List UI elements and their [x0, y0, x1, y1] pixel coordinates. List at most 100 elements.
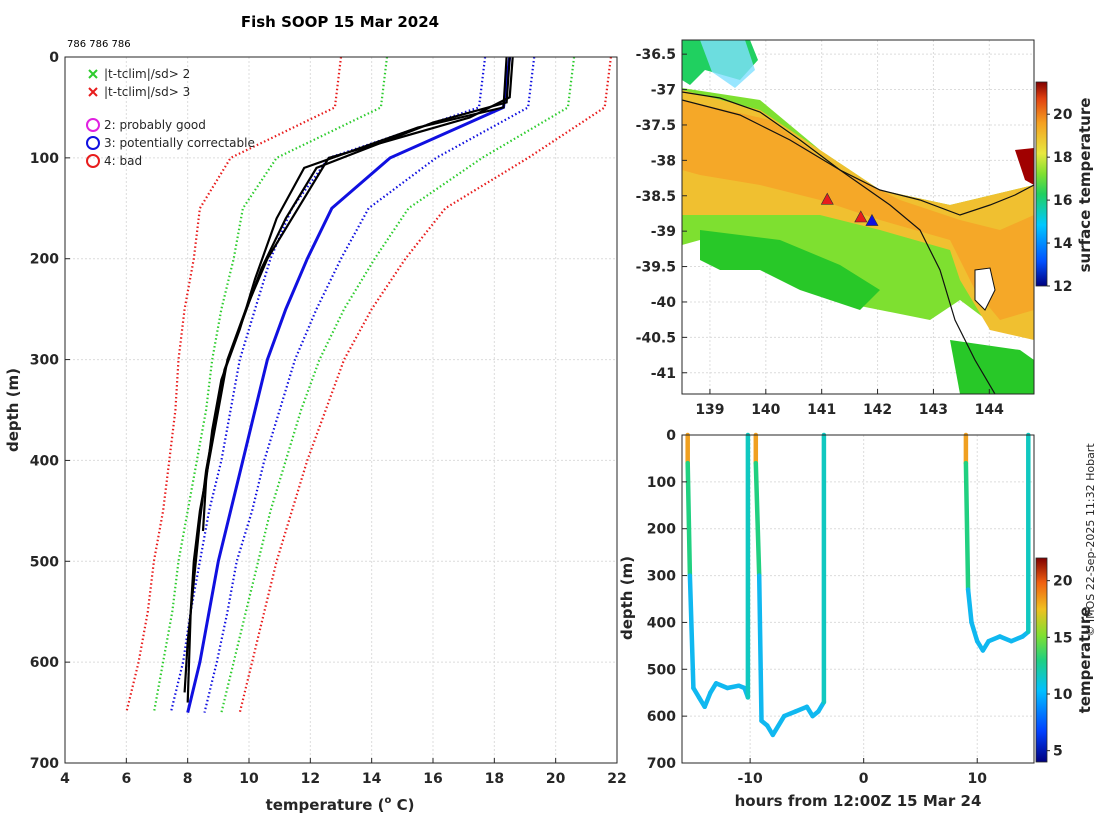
- profile-legend: |t-tclim|/sd> 2 |t-tclim|/sd> 3 2: probabl…: [86, 67, 255, 168]
- map-axes-box: [681, 39, 1035, 395]
- map-colorbar-ticks: 12 14 16 18 20: [1047, 107, 1073, 295]
- climatology-line: [125, 56, 343, 713]
- profile-location-marker: [854, 210, 868, 223]
- depth-time-y-tick-label: 0: [666, 428, 676, 444]
- depth-time-x-tick-label: 0: [859, 771, 869, 787]
- legend-circle-marker: [86, 154, 100, 168]
- header-ids: 786 786 786: [67, 39, 131, 50]
- tow-track-segment: [753, 460, 762, 578]
- map-colorbar-label: surface temperature: [1076, 98, 1094, 273]
- depth-time-y-ticks: 0 100 200 300 400 500 600 700: [647, 428, 687, 772]
- legend-circle-marker: [86, 136, 100, 150]
- map-y-ticks: -36.5 -37 -37.5 -38 -38.5 -39 -39.5 -40 -40.5 -41: [636, 47, 687, 382]
- map-markers: [820, 192, 879, 226]
- profile-x-tick-label: 12: [301, 771, 320, 787]
- legend-label: 2: probably good: [104, 118, 206, 132]
- map-colorbar-tick-label: 12: [1053, 279, 1072, 295]
- depth-time-colorbar-tick-label: 5: [1053, 744, 1063, 760]
- map-colorbar-tick-label: 20: [1053, 107, 1073, 123]
- depth-time-x-tick-label: -10: [737, 771, 763, 787]
- legend-label: 3: potentially correctable: [104, 136, 255, 150]
- tow-track-segment: [963, 460, 971, 592]
- profile-x-tick-label: 8: [183, 771, 193, 787]
- sst-patch-green-south: [700, 230, 880, 310]
- depth-time-colorbar-tick-label: 20: [1053, 574, 1073, 590]
- profile-axes-box: [64, 56, 618, 764]
- profile-x-label: temperature (o C): [266, 795, 415, 814]
- tow-track-segment: [702, 690, 713, 710]
- profile-observed: [183, 56, 514, 703]
- shelf-contour: [682, 99, 996, 394]
- map-x-ticks: 139 140 141 142 143 144: [695, 389, 1004, 418]
- depth-time-x-tick-label: 10: [967, 771, 987, 787]
- legend-x-marker: [88, 69, 98, 79]
- map-colorbar: [1035, 81, 1048, 287]
- depth-time-y-tick-label: 100: [647, 475, 676, 491]
- profile-panel: 4 6 8 10 12 14 16 18 20 22 0 100 200 300 400 500 600 700…: [4, 13, 627, 814]
- profile-location-marker: [865, 213, 879, 226]
- legend-x-marker: [88, 87, 98, 97]
- profile-y-tick-label: 300: [30, 353, 59, 369]
- map-y-tick-label: -38.5: [636, 189, 676, 205]
- sst-patch-hot: [682, 100, 1034, 320]
- profile-location-marker: [820, 192, 834, 205]
- map-panel: 139 140 141 142 143 144 -36.5 -37 -37.5 -38 -38.5…: [636, 39, 1094, 418]
- profile-y-tick-label: 100: [30, 151, 59, 167]
- profile-x-tick-label: 16: [423, 771, 442, 787]
- climatology-line: [152, 56, 389, 713]
- map-y-tick-label: -39.5: [636, 260, 676, 276]
- tow-track-segment: [969, 620, 980, 644]
- map-y-tick-label: -40: [651, 295, 677, 311]
- tow-track-segment: [687, 573, 696, 691]
- legend-label: 4: bad: [104, 154, 142, 168]
- profile-x-ticks: 4 6 8 10 12 14 16 18 20 22: [60, 758, 627, 787]
- profile-plot-area: [65, 57, 617, 763]
- climatology-line: [220, 56, 576, 713]
- depth-time-y-tick-label: 400: [647, 615, 676, 631]
- depth-time-series: [685, 432, 1031, 738]
- profile-x-tick-label: 6: [121, 771, 131, 787]
- depth-time-colorbar-tick-label: 15: [1053, 630, 1072, 646]
- profile-x-tick-label: 18: [485, 771, 504, 787]
- map-colorbar-tick-label: 16: [1053, 193, 1072, 209]
- map-x-tick-label: 143: [919, 402, 948, 418]
- map-y-tick-label: -36.5: [636, 47, 676, 63]
- profile-y-tick-label: 0: [49, 50, 59, 66]
- depth-time-y-tick-label: 700: [647, 756, 676, 772]
- tow-track-segment: [685, 460, 693, 578]
- profile-y-ticks: 0 100 200 300 400 500 600 700: [30, 50, 70, 772]
- sst-patch-cool: [700, 40, 755, 88]
- legend-label: |t-tclim|/sd> 3: [104, 85, 190, 99]
- map-y-tick-label: -38: [651, 153, 676, 169]
- map-y-tick-label: -40.5: [636, 330, 676, 346]
- map-x-tick-label: 141: [807, 402, 836, 418]
- profile-grid: [65, 57, 617, 763]
- depth-time-colorbar-label: temperature: [1076, 607, 1094, 714]
- depth-time-panel: -10 0 10 0 100 200 300 400 500 600 700 hours from…: [618, 428, 1094, 810]
- legend-label: |t-tclim|/sd> 2: [104, 67, 190, 81]
- depth-time-axes-box: [681, 434, 1035, 764]
- map-colorbar-tick-label: 18: [1053, 150, 1072, 166]
- depth-time-y-tick-label: 300: [647, 569, 676, 585]
- depth-time-y-tick-label: 200: [647, 522, 676, 538]
- profile-y-label: depth (m): [4, 368, 22, 452]
- climatology-mean-line: [186, 56, 512, 713]
- profile-x-tick-label: 20: [546, 771, 566, 787]
- map-y-tick-label: -37.5: [636, 118, 676, 134]
- climatology-line: [238, 56, 612, 713]
- depth-time-x-ticks: -10 0 10: [737, 758, 987, 787]
- tow-track-segment: [756, 573, 764, 724]
- sst-field: [682, 40, 1034, 394]
- map-y-tick-label: -41: [651, 366, 676, 382]
- map-colorbar-tick-label: 14: [1053, 236, 1073, 252]
- climatology-line: [203, 56, 536, 713]
- map-x-tick-label: 139: [695, 402, 724, 418]
- profile-x-tick-label: 22: [607, 771, 626, 787]
- depth-time-x-label: hours from 12:00Z 15 Mar 24: [735, 792, 982, 810]
- island: [974, 267, 996, 311]
- depth-time-plot-area: [682, 435, 1034, 763]
- map-y-tick-label: -39: [651, 224, 676, 240]
- depth-time-y-tick-label: 600: [647, 709, 676, 725]
- sst-patch-red: [1015, 148, 1034, 185]
